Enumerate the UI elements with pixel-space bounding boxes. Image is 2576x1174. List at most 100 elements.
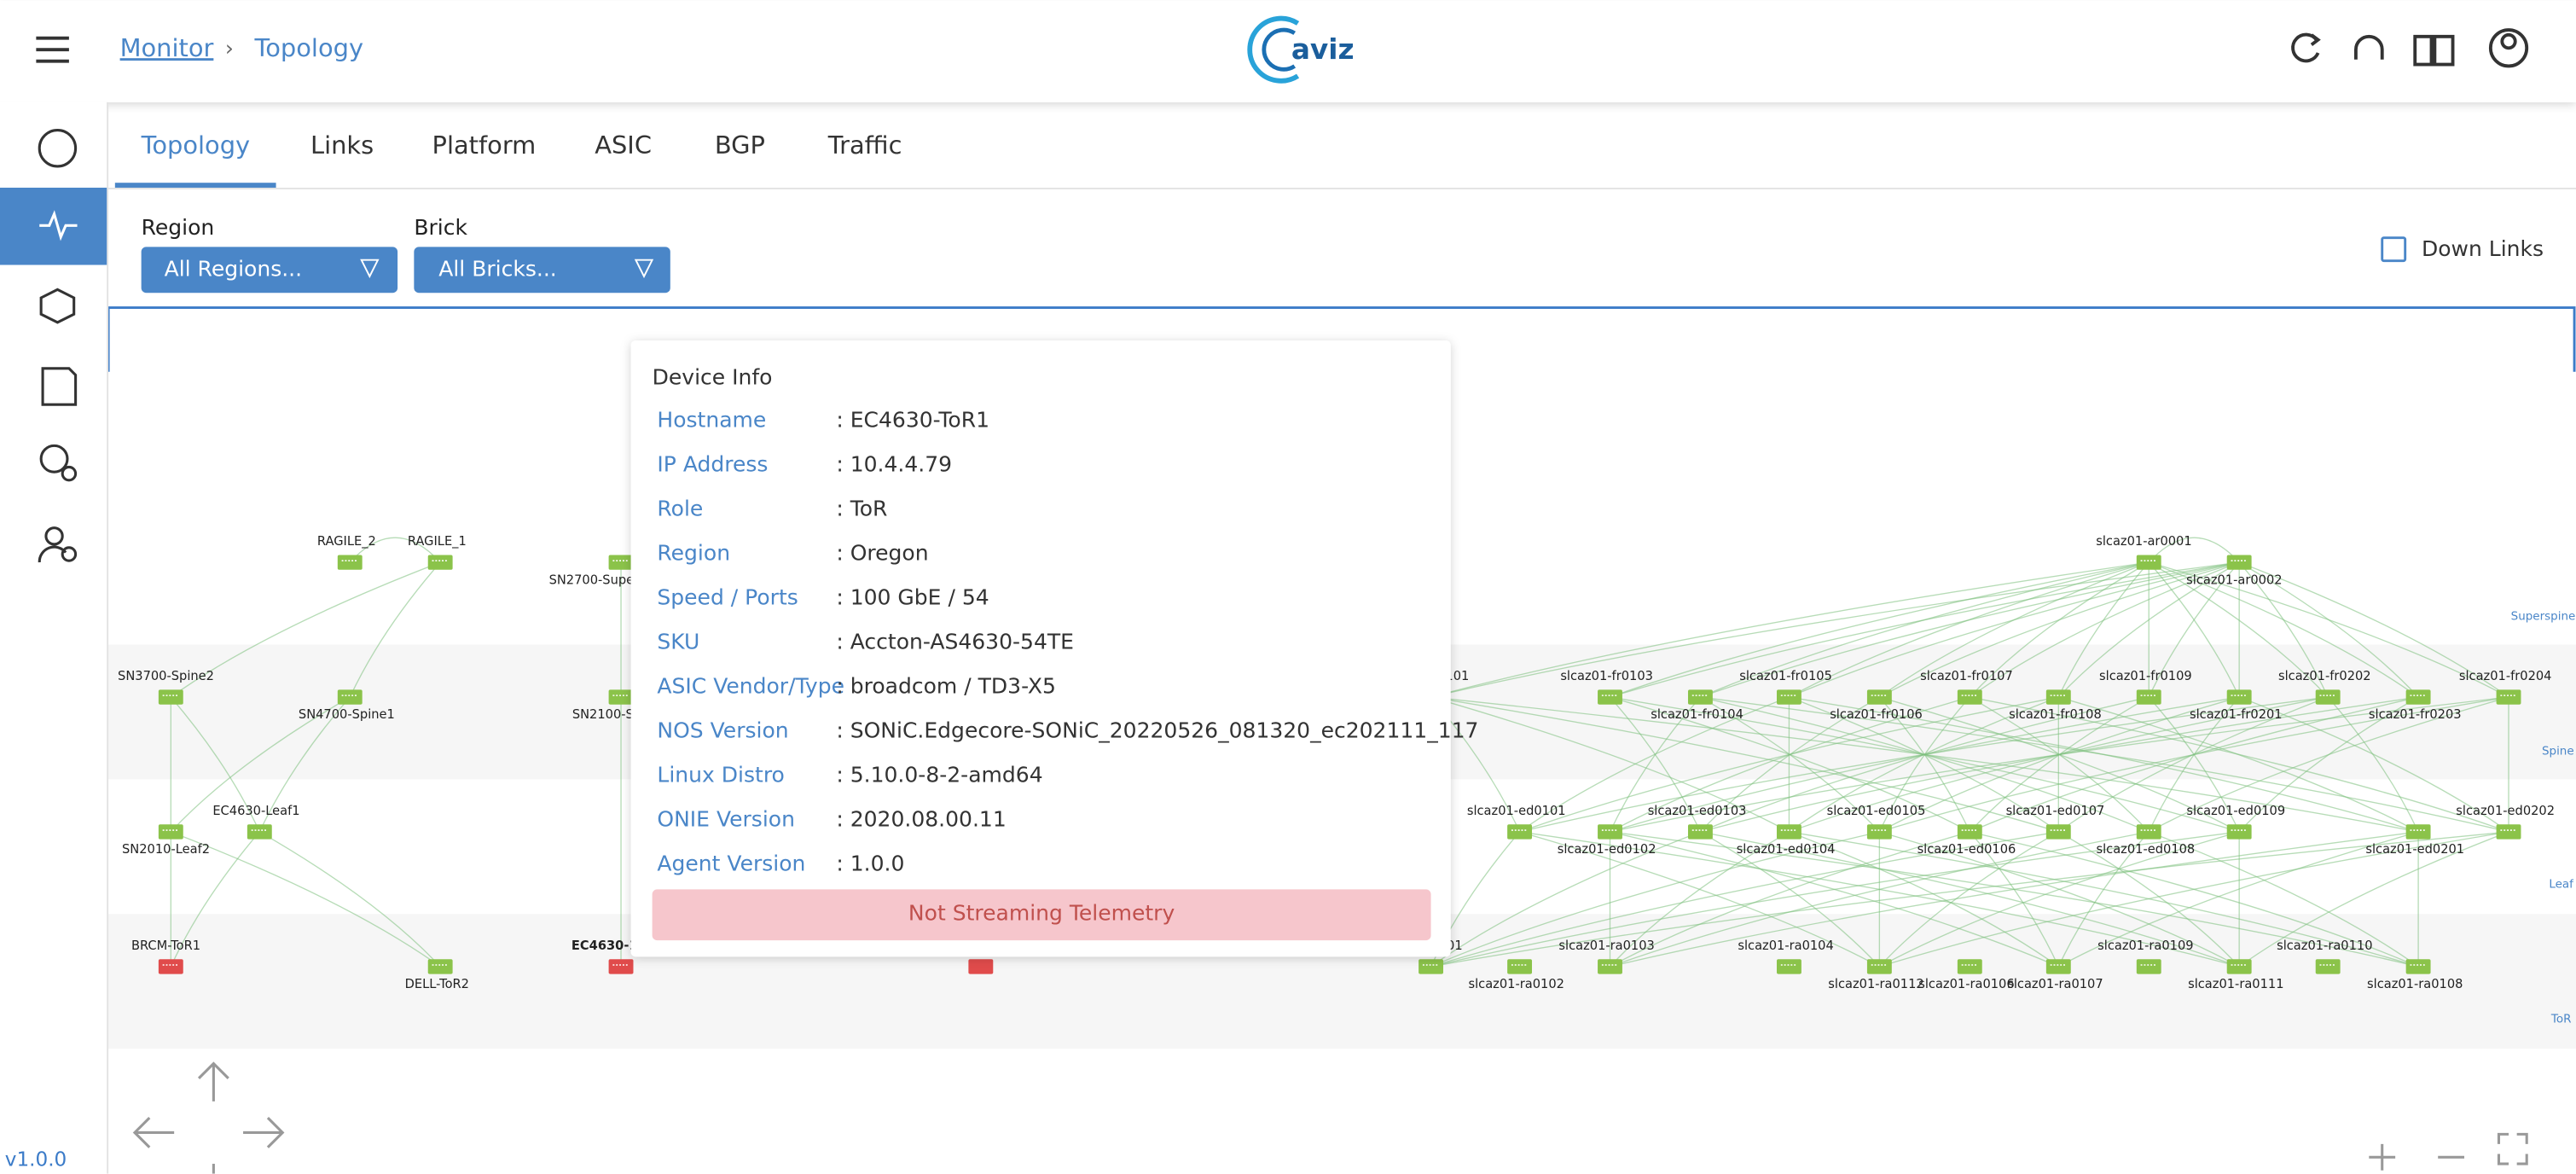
nav-monitor[interactable] [39,210,78,241]
node-label: SN2100-S [572,707,634,722]
tab[interactable]: BGP [715,131,765,160]
device-node[interactable] [2226,555,2252,570]
link [1430,561,2240,698]
device-node[interactable] [2496,824,2521,840]
device-node[interactable] [608,555,634,570]
nav-settings[interactable] [39,444,69,474]
link [1430,831,2059,968]
device-node[interactable] [2045,959,2071,974]
user-button[interactable] [2488,28,2529,68]
device-node[interactable] [2226,689,2252,705]
support-button[interactable] [2353,34,2384,60]
device-node[interactable] [1866,959,1892,974]
device-node[interactable] [1957,959,1982,974]
device-node[interactable] [158,689,183,705]
device-node[interactable] [2136,824,2161,840]
link [1878,696,1970,833]
link [2238,561,2509,698]
node-label: slcaz01-ar0002 [2186,572,2282,587]
link [2148,561,2419,698]
sidebar [0,102,107,1174]
device-node[interactable] [2405,959,2431,974]
pan-left[interactable] [132,1117,175,1148]
device-node[interactable] [2136,555,2161,570]
device-node[interactable] [1866,689,1892,705]
device-node[interactable] [968,959,994,974]
tab[interactable]: Traffic [827,131,902,160]
field-label: ONIE Version [657,806,795,831]
device-node[interactable] [2045,824,2071,840]
device-node[interactable] [2136,689,2161,705]
link [1879,696,2240,833]
device-node[interactable] [337,689,363,705]
docs-button[interactable] [2413,34,2455,67]
menu-button[interactable] [36,36,69,63]
device-node[interactable] [1957,689,1982,705]
device-node[interactable] [2226,824,2252,840]
link [1609,696,1701,833]
device-node[interactable] [1598,959,1622,974]
fit-screen[interactable] [2497,1132,2528,1165]
device-node[interactable] [337,555,363,570]
device-node[interactable] [608,959,634,974]
link [1789,696,2329,833]
nav-dashboard[interactable] [38,129,78,168]
header-icons [2291,28,2529,68]
link [1700,696,1880,833]
device-node[interactable] [2136,959,2161,974]
brick-dropdown[interactable] [414,247,670,294]
node-label: slcaz01-ed0106 [1917,842,2016,857]
link [1969,831,2059,968]
layer-label: ToR [2550,1013,2572,1026]
device-node[interactable] [2405,824,2431,840]
device-node[interactable] [1776,959,1801,974]
node-label: EC4630-1 [571,939,638,953]
dropdown-arrow [360,259,380,279]
nav-topology[interactable] [39,288,76,324]
field-value: : EC4630-ToR1 [836,407,989,432]
down-links-checkbox[interactable] [2381,236,2407,263]
device-node[interactable] [427,959,453,974]
tab[interactable]: Topology [141,131,251,160]
device-node[interactable] [247,824,272,840]
device-node[interactable] [2405,689,2431,705]
link [2238,561,2329,698]
pan-controls [132,1061,2528,1174]
device-node[interactable] [1776,689,1801,705]
pan-up[interactable] [197,1061,229,1101]
nav-users[interactable] [44,526,64,546]
device-node[interactable] [1687,689,1713,705]
tab[interactable]: Links [310,131,374,160]
device-node[interactable] [1866,824,1892,840]
device-node[interactable] [1507,824,1533,840]
node-label: slcaz01-ra0108 [2367,977,2463,991]
device-node[interactable] [2045,689,2071,705]
device-node[interactable] [158,959,183,974]
device-node[interactable] [427,555,453,570]
pan-right[interactable] [243,1117,285,1148]
layer-label: Superspine [2511,610,2576,624]
device-node[interactable] [2315,689,2341,705]
link [2057,831,2150,968]
breadcrumb-link[interactable]: Monitor [120,33,214,62]
device-node[interactable] [1957,824,1982,840]
device-node[interactable] [2315,959,2341,974]
device-node[interactable] [1598,689,1622,705]
device-node[interactable] [1419,959,1444,974]
link [2148,831,2419,968]
device-node[interactable] [158,824,183,840]
device-node[interactable] [2496,689,2521,705]
tab[interactable]: ASIC [595,131,652,160]
device-node[interactable] [1507,959,1533,974]
layer-label: Spine [2542,745,2574,758]
device-node[interactable] [1687,824,1713,840]
device-node[interactable] [2226,959,2252,974]
device-node[interactable] [1776,824,1801,840]
refresh-button[interactable] [2291,32,2320,63]
device-node[interactable] [1598,824,1622,840]
tab[interactable]: Platform [432,131,537,160]
nav-config[interactable] [41,367,78,406]
zoom-in[interactable] [2369,1143,2396,1171]
region-dropdown[interactable] [141,247,398,294]
device-node[interactable] [608,689,634,705]
